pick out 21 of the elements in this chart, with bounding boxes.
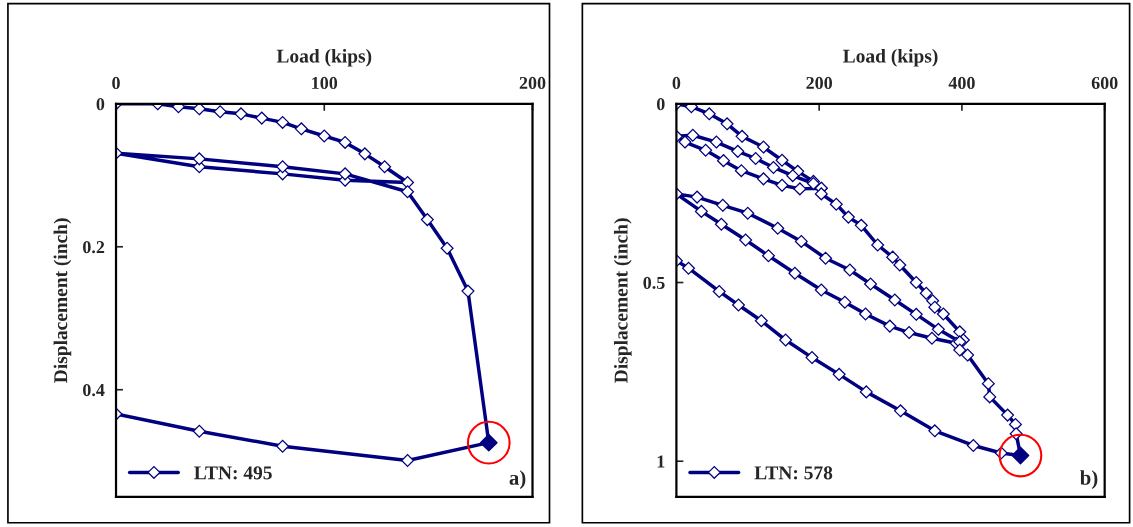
y-axis-title: Displacement (inch) [613,218,632,383]
x-tick-label: 600 [1091,76,1118,90]
x-tick-label: 0 [672,76,681,90]
y-tick-label: 1 [657,455,665,468]
legend-label: LTN: 578 [754,466,833,480]
x-tick-label: 400 [948,76,975,90]
x-tick-label: 200 [519,76,546,90]
x-axis-title: Load (kips) [843,48,938,67]
x-axis-title: Load (kips) [276,48,372,67]
x-tick-label: 0 [112,76,120,90]
y-tick-label: 0 [96,98,105,111]
legend-label: LTN: 495 [194,466,272,480]
x-tick-label: 100 [312,76,338,90]
y-axis-title: Displacement (inch) [53,218,72,383]
annotation: a) [509,470,526,490]
y-tick-label: 0 [656,98,665,111]
y-tick-label: 0.5 [643,276,665,290]
annotation: b) [1079,470,1098,490]
y-tick-label: 0.4 [83,384,105,397]
y-tick-label: 0.2 [83,241,105,254]
x-tick-label: 200 [806,76,833,90]
